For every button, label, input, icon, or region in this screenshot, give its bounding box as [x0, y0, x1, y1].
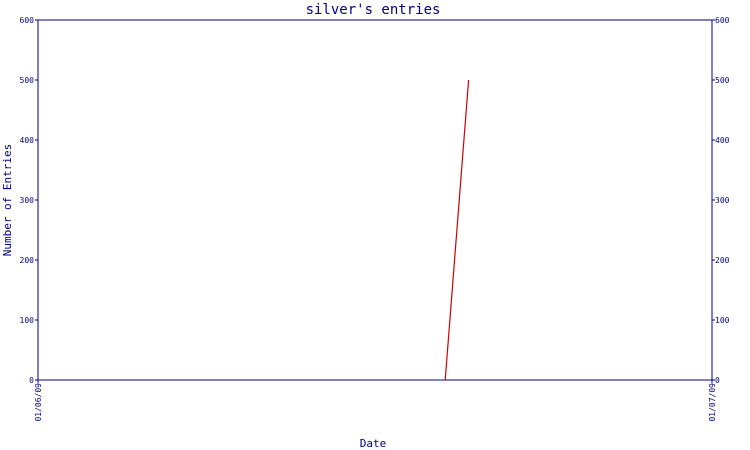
y-tick-label-left: 400	[20, 136, 35, 145]
y-tick-label-left: 300	[20, 196, 35, 205]
y-axis-left: 0 100 200 300 400 500 600	[20, 16, 38, 385]
y-tick-label-left: 0	[29, 376, 34, 385]
plot-area-frame	[37, 19, 713, 381]
y-tick-label-right: 500	[715, 76, 730, 85]
y-tick-label-right: 300	[715, 196, 730, 205]
y-tick-label-right: 400	[715, 136, 730, 145]
x-axis-label: Date	[360, 437, 387, 450]
chart-title: silver's entries	[306, 2, 441, 18]
x-tick-label: 01/06/09	[34, 383, 43, 422]
y-tick-label-left: 600	[20, 16, 35, 25]
y-tick-label-right: 600	[715, 16, 730, 25]
y-tick-label-right: 200	[715, 256, 730, 265]
y-tick-label-right: 0	[715, 376, 720, 385]
series-layer	[444, 79, 470, 381]
series-line	[444, 79, 470, 381]
y-tick-label-left: 200	[20, 256, 35, 265]
y-axis-right: 0 100 200 300 400 500 600	[712, 16, 730, 385]
y-axis-label: Number of Entries	[1, 144, 14, 257]
y-tick-label-left: 100	[20, 316, 35, 325]
y-tick-label-right: 100	[715, 316, 730, 325]
x-tick-label: 01/07/09	[708, 383, 717, 422]
y-tick-label-left: 500	[20, 76, 35, 85]
x-axis: 01/06/09 01/07/09	[34, 380, 717, 422]
